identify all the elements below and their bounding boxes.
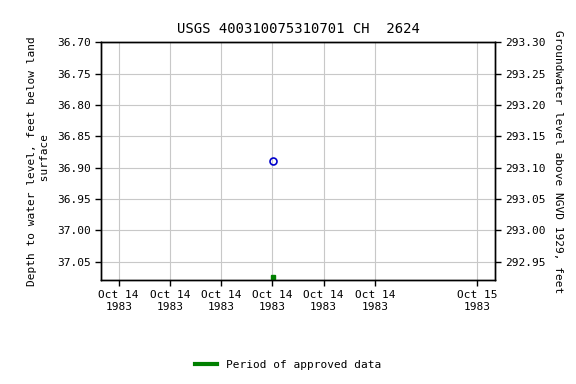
Y-axis label: Groundwater level above NGVD 1929, feet: Groundwater level above NGVD 1929, feet [552, 30, 563, 293]
Legend: Period of approved data: Period of approved data [191, 356, 385, 375]
Title: USGS 400310075310701 CH  2624: USGS 400310075310701 CH 2624 [177, 22, 419, 35]
Y-axis label: Depth to water level, feet below land
 surface: Depth to water level, feet below land su… [27, 36, 50, 286]
